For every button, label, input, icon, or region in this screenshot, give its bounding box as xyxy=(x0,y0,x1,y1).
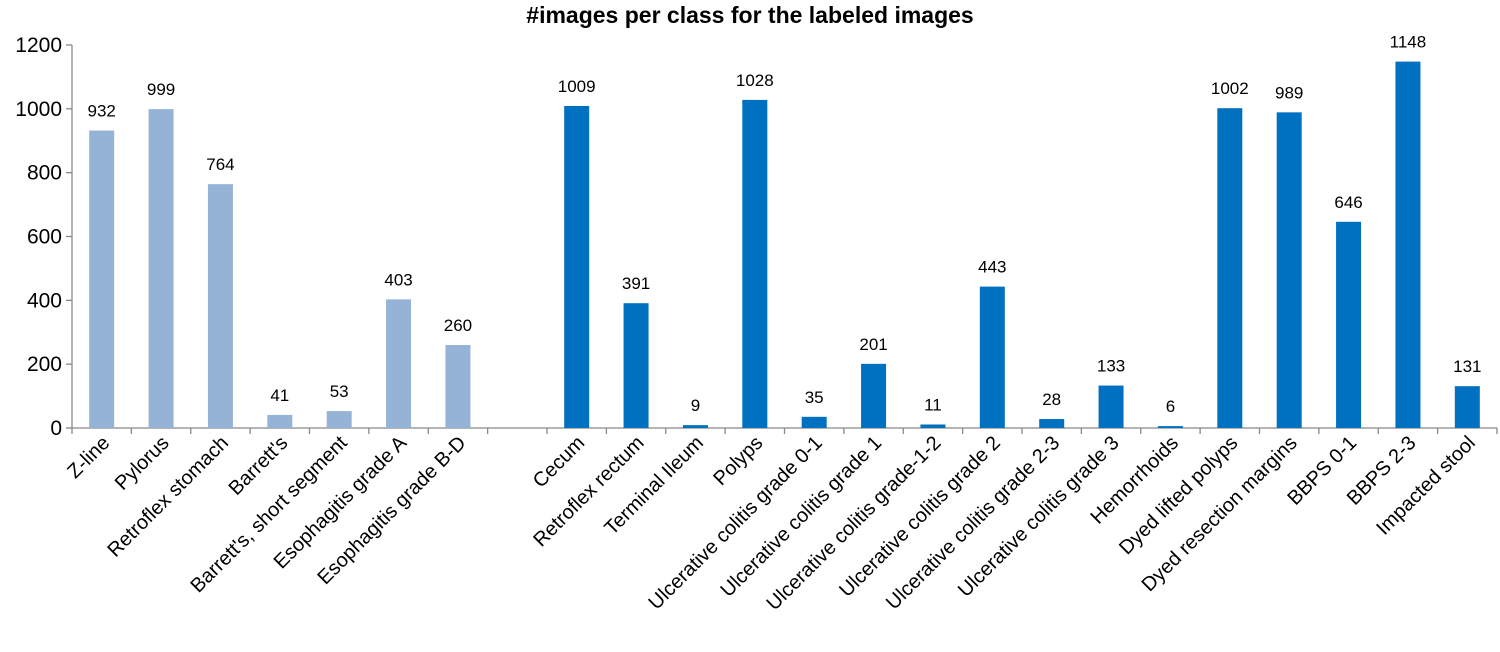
bar xyxy=(564,105,590,429)
data-label: 28 xyxy=(1042,390,1061,409)
x-tick-label: Cecum xyxy=(529,432,589,492)
bar xyxy=(920,424,946,428)
data-label: 443 xyxy=(978,258,1006,277)
data-label: 999 xyxy=(147,80,175,99)
bar xyxy=(742,99,768,428)
bar xyxy=(861,363,887,428)
data-label: 1028 xyxy=(736,71,774,90)
x-tick-label: Polyps xyxy=(709,432,767,490)
data-label: 403 xyxy=(384,270,412,289)
bar xyxy=(386,299,412,428)
data-label: 6 xyxy=(1166,397,1175,416)
data-label: 35 xyxy=(805,388,824,407)
data-label: 11 xyxy=(924,395,942,414)
bar xyxy=(1336,221,1362,428)
data-label: 260 xyxy=(444,316,472,335)
bar xyxy=(1276,112,1302,428)
bar xyxy=(682,425,708,428)
y-tick-label: 800 xyxy=(27,162,62,185)
y-tick-label: 1200 xyxy=(15,34,62,57)
data-label: 9 xyxy=(691,396,700,415)
data-label: 1009 xyxy=(558,77,596,96)
y-tick-label: 400 xyxy=(27,289,62,312)
y-tick-label: 200 xyxy=(27,353,62,376)
bar xyxy=(267,414,293,428)
bar xyxy=(1098,385,1124,428)
bar xyxy=(1039,419,1065,428)
bar xyxy=(623,303,649,428)
bar xyxy=(326,411,352,428)
bar xyxy=(1217,108,1243,428)
bar xyxy=(1395,61,1421,428)
y-tick-label: 0 xyxy=(50,417,62,440)
data-label: 53 xyxy=(330,382,349,401)
data-label: 764 xyxy=(206,155,234,174)
bar xyxy=(148,109,174,428)
y-tick-label: 1000 xyxy=(15,98,62,121)
bar xyxy=(445,345,471,428)
data-label: 1002 xyxy=(1211,79,1249,98)
bar xyxy=(979,286,1005,428)
bar xyxy=(801,416,827,428)
data-label: 646 xyxy=(1334,193,1362,212)
data-label: 131 xyxy=(1453,357,1481,376)
x-tick-label: Z-line xyxy=(63,432,114,483)
bar xyxy=(1454,386,1480,428)
bar xyxy=(207,184,233,428)
data-label: 133 xyxy=(1097,357,1125,376)
bar xyxy=(89,130,115,428)
chart-title: #images per class for the labeled images xyxy=(526,2,974,28)
x-tick-label: Retroflex rectum xyxy=(529,432,648,551)
data-label: 41 xyxy=(270,386,289,405)
data-label: 932 xyxy=(88,102,116,121)
data-label: 201 xyxy=(859,335,887,354)
y-tick-label: 600 xyxy=(27,226,62,249)
data-label: 989 xyxy=(1275,83,1303,102)
data-label: 1148 xyxy=(1390,33,1427,52)
bar xyxy=(1157,426,1183,428)
data-label: 391 xyxy=(622,274,650,293)
